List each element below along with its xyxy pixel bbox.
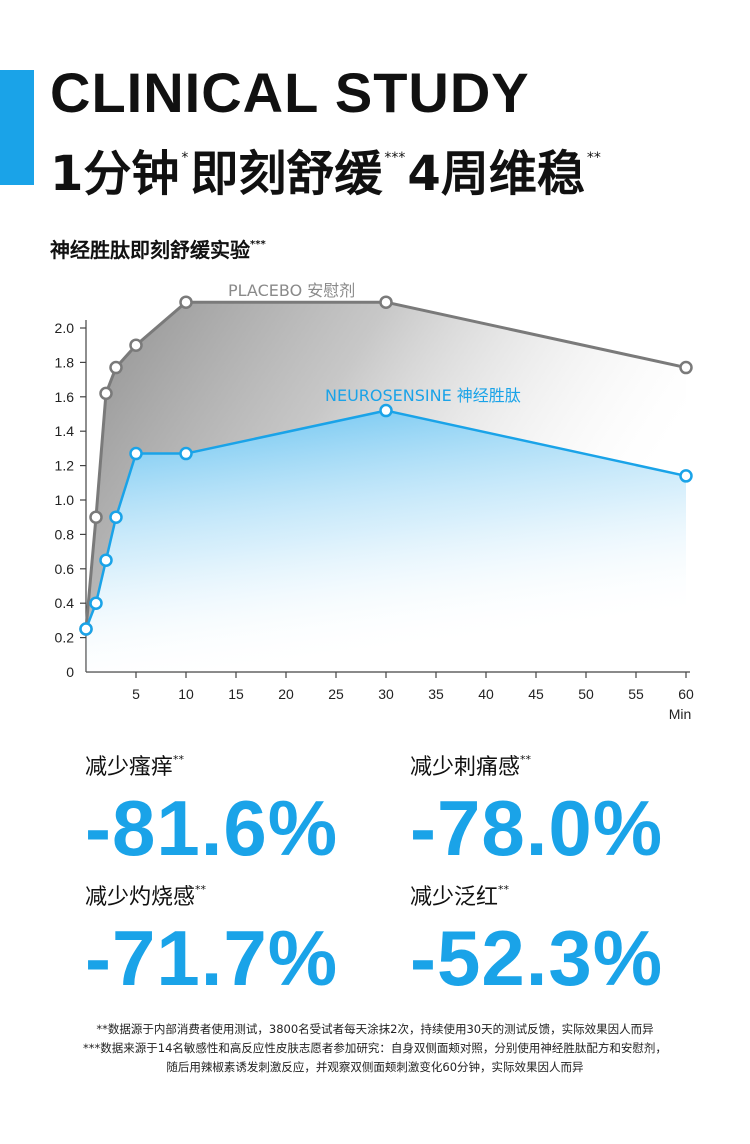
- page-subtitle: 1分钟 *即刻舒缓 ***4周维稳 **: [50, 128, 603, 204]
- stat-value: -52.3%: [410, 914, 664, 1002]
- x-tick-label: 20: [278, 686, 294, 702]
- stat-label: 减少灼烧感**: [85, 875, 338, 913]
- x-tick-label: 25: [328, 686, 344, 702]
- page-title: CLINICAL STUDY: [50, 61, 530, 124]
- footnotes: **数据源于内部消费者使用测试，3800名受试者每天涂抹2次，持续使用30天的测…: [20, 1020, 730, 1077]
- x-tick-label: 50: [578, 686, 594, 702]
- neurosensine-point: [679, 469, 693, 483]
- x-tick-label: 10: [178, 686, 194, 702]
- placebo-area: [86, 302, 686, 629]
- subtitle-part-3: 4周维稳: [407, 146, 585, 202]
- x-tick-label: 45: [528, 686, 544, 702]
- stat-label: 减少刺痛感**: [410, 745, 663, 783]
- subtitle-part-1: 1分钟: [50, 146, 180, 202]
- y-tick-label: 0.4: [55, 595, 75, 611]
- neurosensine-point: [129, 446, 143, 461]
- stat-label: 减少瘙痒**: [85, 745, 338, 783]
- chart-heading: 神经胜肽即刻舒缓实验***: [50, 230, 266, 265]
- x-tick-label: 60: [678, 686, 694, 702]
- footnote-line: ***数据来源于14名敏感性和高反应性皮肤志愿者参加研究：自身双侧面颊对照，分别…: [83, 1041, 667, 1055]
- x-axis-unit: Min: [669, 706, 692, 722]
- placebo-point: [89, 510, 103, 524]
- placebo-point: [179, 295, 193, 309]
- stat-value: -78.0%: [410, 784, 664, 872]
- footnote-marker: **: [520, 753, 532, 766]
- subtitle-part-2: 即刻舒缓: [190, 146, 383, 202]
- placebo-point: [109, 360, 123, 375]
- stat-itching: 减少瘙痒** -81.6%: [85, 745, 338, 873]
- neurosensine-point: [99, 553, 113, 567]
- stat-value: -71.7%: [85, 914, 339, 1002]
- y-tick-label: 0.8: [55, 526, 75, 542]
- footnote-line: **数据源于内部消费者使用测试，3800名受试者每天涂抹2次，持续使用30天的测…: [96, 1022, 654, 1036]
- footnote-marker: **: [586, 150, 601, 166]
- chart-heading-text: 神经胜肽即刻舒缓实验: [50, 238, 250, 262]
- x-tick-label: 35: [428, 686, 444, 702]
- footnote-marker: **: [195, 883, 207, 896]
- neurosensine-point: [379, 403, 393, 418]
- footnote-marker: ***: [250, 239, 266, 250]
- neurosensine-point: [179, 446, 193, 461]
- neurosensine-point: [89, 596, 103, 610]
- y-tick-label: 1.8: [55, 354, 75, 370]
- x-tick-label: 55: [628, 686, 644, 702]
- placebo-point: [679, 360, 693, 375]
- neurosensine-series-label: NEUROSENSINE 神经胜肽: [325, 386, 521, 405]
- accent-bar: [0, 70, 34, 185]
- stat-stinging: 减少刺痛感** -78.0%: [410, 745, 663, 873]
- y-tick-label: 2.0: [55, 320, 75, 336]
- y-tick-label: 0: [66, 664, 74, 680]
- neurosensine-line: [84, 409, 687, 630]
- y-tick-label: 1.6: [55, 389, 75, 405]
- y-tick-label: 1.4: [55, 423, 75, 439]
- footnote-marker: *: [181, 150, 189, 166]
- stat-label-text: 减少瘙痒: [85, 755, 174, 780]
- neurosensine-point: [109, 510, 123, 524]
- stat-value: -81.6%: [85, 784, 339, 872]
- y-tick-label: 1.0: [55, 492, 75, 508]
- footnote-marker: **: [498, 883, 510, 896]
- line-chart: 0 0.2 0.4 0.6 0.8 1.0 1.2 1.4 1.6 1.8 2.0 5 10 15 20 25…: [55, 281, 694, 722]
- stat-label-text: 减少灼烧感: [85, 885, 196, 910]
- stat-burning: 减少灼烧感** -71.7%: [85, 875, 338, 1003]
- stat-label-text: 减少泛红: [410, 885, 499, 910]
- placebo-point: [99, 386, 113, 401]
- y-tick-label: 1.2: [55, 458, 75, 474]
- placebo-point: [129, 338, 143, 352]
- footnote-line: 随后用辣椒素诱发刺激反应，并观察双侧面颊刺激变化60分钟，实际效果因人而异: [166, 1060, 584, 1074]
- y-tick-label: 0.2: [55, 630, 75, 646]
- neurosensine-point: [79, 622, 93, 636]
- placebo-line: [84, 300, 687, 630]
- x-tick-label: 15: [228, 686, 244, 702]
- footnote-marker: **: [173, 753, 185, 766]
- y-tick-label: 0.6: [55, 561, 75, 577]
- stat-label-text: 减少刺痛感: [410, 755, 521, 780]
- x-tick-label: 5: [132, 686, 140, 702]
- stat-redness: 减少泛红** -52.3%: [410, 875, 663, 1003]
- placebo-point: [379, 295, 393, 309]
- stat-label: 减少泛红**: [410, 875, 663, 913]
- footnote-marker: ***: [384, 150, 406, 166]
- x-tick-label: 30: [378, 686, 394, 702]
- placebo-series-label: PLACEBO 安慰剂: [228, 281, 355, 300]
- neurosensine-area: [86, 410, 686, 672]
- x-tick-label: 40: [478, 686, 494, 702]
